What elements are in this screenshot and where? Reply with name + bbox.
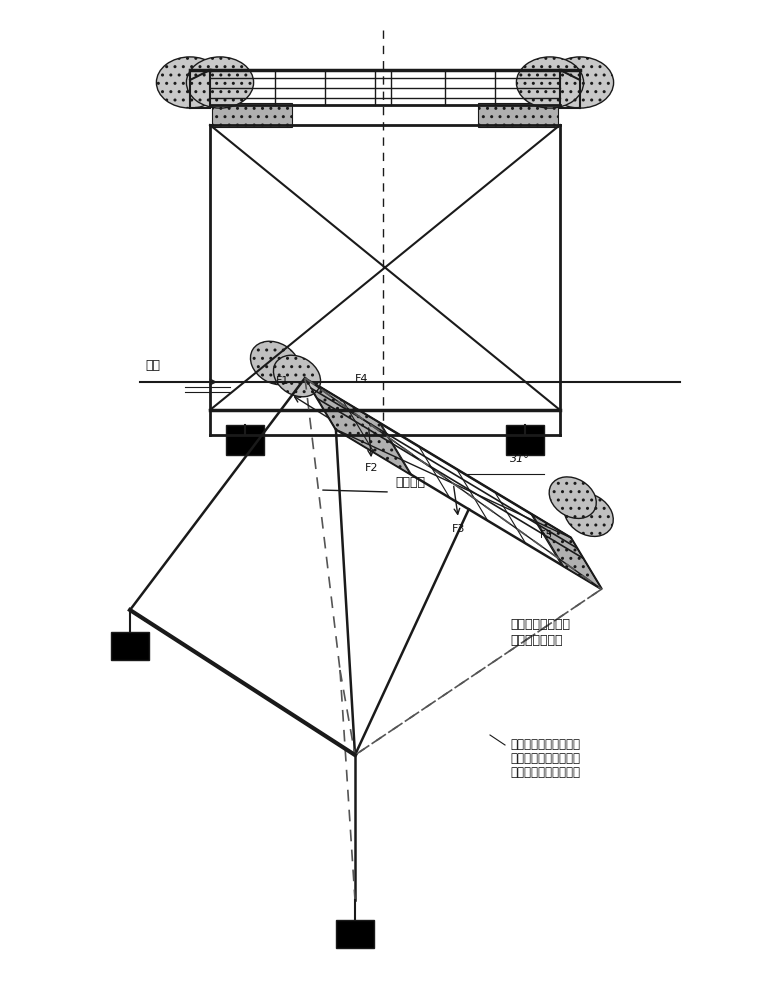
Text: 31°: 31° xyxy=(509,454,529,464)
Text: 转动轴心: 转动轴心 xyxy=(395,476,425,489)
Bar xyxy=(226,425,264,455)
Ellipse shape xyxy=(565,493,614,536)
Ellipse shape xyxy=(186,57,254,108)
Text: F1: F1 xyxy=(276,376,290,386)
Polygon shape xyxy=(305,378,410,474)
Text: 正方体网衣结构时: 正方体网衣结构时 xyxy=(510,618,570,632)
Polygon shape xyxy=(531,514,601,589)
Text: F3: F3 xyxy=(452,524,465,534)
Ellipse shape xyxy=(549,477,596,518)
Ellipse shape xyxy=(546,57,614,108)
Text: F2: F2 xyxy=(365,463,378,473)
Ellipse shape xyxy=(274,355,321,397)
Ellipse shape xyxy=(251,341,300,385)
Ellipse shape xyxy=(156,57,224,108)
Text: F4: F4 xyxy=(355,374,369,384)
FancyBboxPatch shape xyxy=(212,103,292,127)
Text: 下配重通过力网对主框: 下配重通过力网对主框 xyxy=(510,752,580,766)
Text: 水面: 水面 xyxy=(145,359,160,372)
Bar xyxy=(506,425,544,455)
Text: F5: F5 xyxy=(541,530,552,540)
Ellipse shape xyxy=(516,57,584,108)
Text: 经过力学分析得出：水: 经过力学分析得出：水 xyxy=(510,738,580,752)
Text: 的最大倾斜角度: 的最大倾斜角度 xyxy=(510,634,562,647)
Text: 架的下拉作用力趋于零: 架的下拉作用力趋于零 xyxy=(510,766,580,780)
Bar xyxy=(111,632,149,660)
FancyBboxPatch shape xyxy=(478,103,558,127)
Bar xyxy=(336,920,374,948)
